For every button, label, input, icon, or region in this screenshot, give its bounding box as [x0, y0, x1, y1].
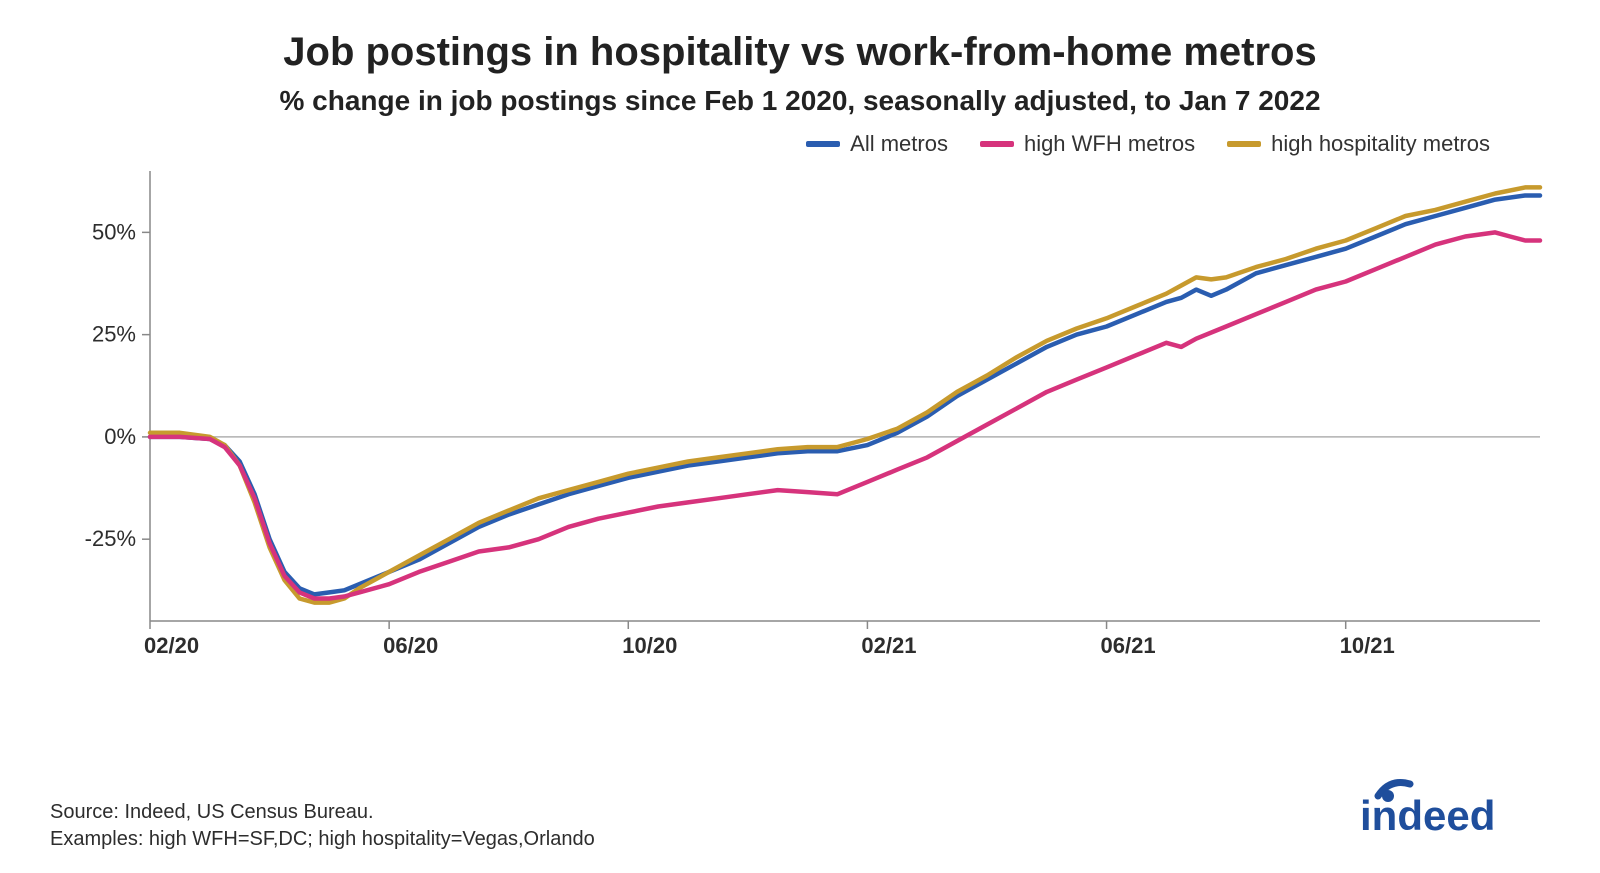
legend-label: high WFH metros [1024, 131, 1195, 157]
y-tick-label: -25% [85, 526, 136, 551]
legend-label: All metros [850, 131, 948, 157]
legend-swatch [806, 141, 840, 147]
series-line [150, 196, 1540, 595]
legend-item: high hospitality metros [1227, 131, 1490, 157]
chart-title: Job postings in hospitality vs work-from… [50, 30, 1550, 75]
y-tick-label: 50% [92, 219, 136, 244]
series-line [150, 187, 1540, 602]
indeed-logo-svg: indeed [1360, 778, 1540, 838]
x-tick-label: 10/20 [622, 633, 677, 658]
x-tick-label: 06/20 [383, 633, 438, 658]
series-line [150, 232, 1540, 598]
line-chart-svg: 50% 25% 0% -25% 02/20 06/20 10/20 02/21 06/21 10/… [50, 161, 1550, 681]
logo-text: indeed [1360, 792, 1495, 838]
x-tick-label: 06/21 [1101, 633, 1156, 658]
footnotes: Source: Indeed, US Census Bureau. Exampl… [50, 799, 595, 853]
x-tick-label: 02/21 [861, 633, 916, 658]
legend-label: high hospitality metros [1271, 131, 1490, 157]
indeed-logo: indeed [1360, 778, 1540, 843]
y-tick-label: 0% [104, 424, 136, 449]
y-tick-label: 25% [92, 322, 136, 347]
x-tick-label: 02/20 [144, 633, 199, 658]
chart-container: Job postings in hospitality vs work-from… [0, 0, 1600, 873]
legend-swatch [1227, 141, 1261, 147]
footnote-source: Source: Indeed, US Census Bureau. [50, 799, 595, 826]
legend: All metros high WFH metros high hospital… [50, 131, 1550, 157]
plot-area: 50% 25% 0% -25% 02/20 06/20 10/20 02/21 06/21 10/… [50, 161, 1550, 681]
chart-subtitle: % change in job postings since Feb 1 202… [50, 85, 1550, 117]
legend-item: high WFH metros [980, 131, 1195, 157]
x-tick-label: 10/21 [1340, 633, 1395, 658]
footnote-examples: Examples: high WFH=SF,DC; high hospitali… [50, 826, 595, 853]
legend-item: All metros [806, 131, 948, 157]
legend-swatch [980, 141, 1014, 147]
